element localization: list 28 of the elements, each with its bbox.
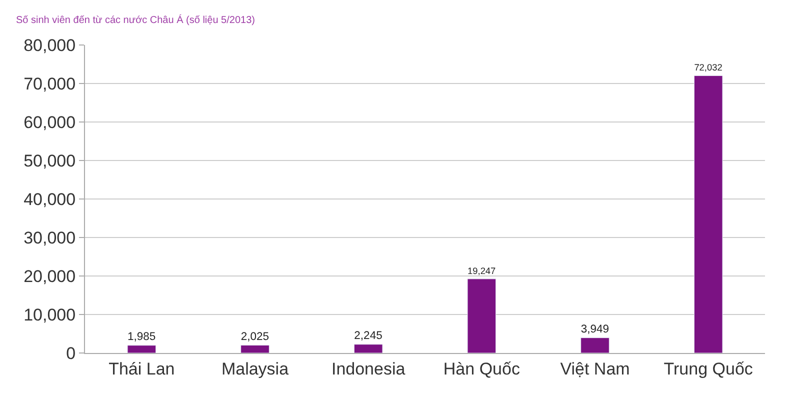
y-tick-label: 30,000 — [24, 228, 76, 248]
data-label: 1,985 — [128, 330, 156, 343]
bar — [127, 345, 156, 353]
bar — [240, 344, 270, 353]
data-label: 72,032 — [694, 62, 722, 73]
x-tick-label: Indonesia — [331, 359, 406, 378]
x-tick-label: Hàn Quốc — [443, 359, 520, 378]
data-label: 2,245 — [354, 330, 382, 342]
y-tick-label: 20,000 — [24, 266, 76, 286]
y-tick-label: 40,000 — [24, 190, 76, 209]
x-tick-label: Trung Quốc — [664, 359, 754, 378]
x-tick-label: Malaysia — [221, 359, 290, 378]
y-tick-label: 80,000 — [24, 36, 76, 55]
y-tick-label: 70,000 — [24, 74, 76, 94]
chart-title: Số sinh viên đến từ các nước Châu Á (số liệu 5/2013) — [16, 14, 255, 26]
y-tick-label: 50,000 — [24, 151, 76, 170]
y-tick-label: 10,000 — [24, 305, 76, 324]
y-tick-label: 60,000 — [24, 112, 76, 132]
bar — [354, 344, 383, 353]
data-label: 3,949 — [580, 323, 609, 336]
bar — [580, 338, 610, 353]
bar — [694, 75, 723, 353]
x-tick-label: Việt Nam — [560, 359, 630, 378]
x-tick-label: Thái Lan — [108, 359, 175, 378]
data-label: 2,025 — [240, 330, 269, 343]
data-label: 19,247 — [468, 266, 496, 276]
bar — [467, 278, 496, 353]
y-tick-label: 0 — [66, 344, 76, 363]
